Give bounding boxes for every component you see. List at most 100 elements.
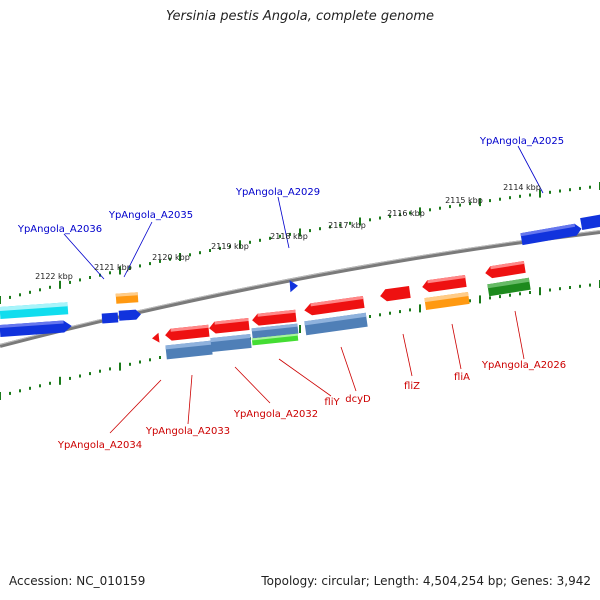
- minor-tick: [569, 286, 571, 289]
- minor-tick: [379, 216, 381, 220]
- minor-tick: [249, 240, 251, 244]
- gene-label[interactable]: YpAngola_A2036: [17, 224, 102, 235]
- minor-tick: [409, 211, 411, 215]
- minor-tick: [69, 280, 71, 284]
- gene-label[interactable]: YpAngola_A2032: [233, 409, 318, 420]
- gene-feature[interactable]: [303, 296, 365, 316]
- gene-feature[interactable]: [251, 323, 299, 339]
- minor-tick: [549, 288, 551, 292]
- minor-tick: [319, 227, 321, 231]
- gene-feature[interactable]: [151, 332, 160, 344]
- tick-label: 2117 kbp: [328, 221, 366, 230]
- genome-backbone: [0, 230, 600, 348]
- minor-tick: [519, 292, 521, 296]
- gene-label[interactable]: YpAngola_A2025: [479, 136, 564, 147]
- gene-feature[interactable]: [487, 277, 531, 297]
- gene-feature[interactable]: [118, 309, 142, 321]
- minor-tick: [269, 236, 271, 240]
- gene-feature[interactable]: [251, 333, 299, 346]
- major-tick: [59, 280, 61, 289]
- minor-tick: [9, 295, 11, 299]
- gene-feature[interactable]: [115, 292, 139, 304]
- minor-tick: [379, 313, 381, 317]
- gene-feature[interactable]: [0, 320, 72, 337]
- minor-tick: [219, 246, 221, 250]
- minor-tick: [139, 264, 141, 268]
- gene-label[interactable]: YpAngola_A2029: [235, 187, 320, 198]
- minor-tick: [409, 308, 411, 312]
- minor-tick: [19, 293, 21, 297]
- minor-tick: [149, 262, 151, 266]
- minor-tick: [99, 369, 101, 373]
- minor-tick: [149, 358, 151, 362]
- gene-label[interactable]: fliY: [324, 397, 340, 408]
- minor-tick: [159, 259, 161, 263]
- minor-tick: [349, 221, 351, 225]
- gene-feature[interactable]: [210, 333, 252, 353]
- gene-feature[interactable]: [289, 280, 299, 293]
- tick-label: 2116 kbp: [387, 209, 425, 218]
- major-tick: [419, 304, 421, 313]
- minor-tick: [79, 278, 81, 282]
- minor-tick: [109, 271, 111, 275]
- minor-tick: [429, 208, 431, 212]
- gene-label[interactable]: YpAngola_A2033: [145, 426, 230, 437]
- minor-tick: [39, 384, 41, 388]
- gene-feature[interactable]: [164, 324, 210, 342]
- minor-tick: [259, 238, 261, 242]
- minor-tick: [109, 367, 111, 371]
- gene-feature[interactable]: [424, 291, 470, 311]
- gene-feature[interactable]: [379, 285, 411, 302]
- minor-tick: [139, 360, 141, 364]
- gene-label[interactable]: YpAngola_A2026: [481, 360, 566, 371]
- minor-tick: [469, 299, 471, 303]
- gene-label[interactable]: dcyD: [345, 394, 371, 405]
- minor-tick: [329, 225, 331, 229]
- gene-feature[interactable]: [304, 312, 368, 336]
- gene-feature[interactable]: [101, 312, 119, 324]
- minor-tick: [469, 202, 471, 206]
- major-tick: [119, 266, 121, 275]
- gene-label[interactable]: YpAngola_A2035: [108, 210, 193, 221]
- minor-tick: [39, 288, 41, 292]
- minor-tick: [499, 295, 501, 299]
- gene-feature[interactable]: [0, 302, 69, 319]
- minor-tick: [399, 213, 401, 217]
- gene-feature[interactable]: [484, 260, 526, 279]
- minor-tick: [49, 285, 51, 289]
- minor-tick: [279, 234, 281, 238]
- gene-label[interactable]: fliA: [454, 372, 470, 383]
- tick-label: 2115 kbp: [445, 196, 483, 205]
- minor-tick: [589, 283, 591, 287]
- minor-tick: [69, 376, 71, 380]
- minor-tick: [579, 284, 581, 288]
- minor-tick: [129, 266, 131, 270]
- gene-label[interactable]: fliZ: [404, 381, 420, 392]
- minor-tick: [99, 273, 101, 277]
- gene-feature[interactable]: [580, 214, 600, 230]
- gene-feature[interactable]: [421, 274, 467, 293]
- minor-tick: [29, 386, 31, 390]
- minor-tick: [9, 391, 11, 395]
- minor-tick: [589, 185, 591, 189]
- minor-tick: [369, 315, 371, 318]
- minor-tick: [509, 196, 511, 200]
- genome-summary-text: Topology: circular; Length: 4,504,254 bp…: [261, 574, 591, 588]
- minor-tick: [559, 189, 561, 193]
- major-tick: [239, 240, 241, 249]
- minor-tick: [209, 249, 211, 252]
- tick-label: 2119 kbp: [211, 242, 249, 251]
- major-tick: [479, 198, 481, 207]
- gene-feature[interactable]: [165, 340, 213, 360]
- tick-label: 2121 kbp: [94, 263, 132, 272]
- minor-tick: [569, 188, 571, 192]
- gene-label[interactable]: YpAngola_A2034: [57, 440, 142, 451]
- gene-feature[interactable]: [520, 223, 582, 246]
- gene-feature[interactable]: [251, 309, 297, 327]
- gene-feature[interactable]: [208, 318, 250, 334]
- minor-tick: [229, 244, 231, 248]
- accession-text: Accession: NC_010159: [9, 574, 146, 588]
- minor-tick: [289, 232, 291, 236]
- minor-tick: [129, 362, 131, 366]
- minor-tick: [189, 253, 191, 257]
